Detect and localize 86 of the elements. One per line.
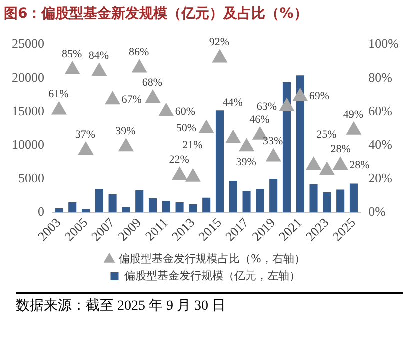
y2-tick-label: 100% [368, 36, 400, 52]
bar [323, 192, 332, 213]
point [186, 168, 201, 182]
bar [68, 202, 77, 213]
data-label: 22% [169, 154, 190, 166]
bar [95, 189, 104, 213]
bar [202, 198, 211, 213]
point [320, 162, 335, 176]
point [118, 138, 134, 152]
y2-tick-label: 40% [368, 136, 393, 152]
y-tick-label: 15000 [12, 103, 44, 118]
data-label: 92% [209, 36, 230, 49]
point [199, 120, 214, 134]
point [333, 157, 348, 170]
point [132, 60, 148, 73]
data-label: 85% [62, 48, 82, 60]
legend-label: 偏股型基金发行规模（亿元，左轴） [124, 269, 300, 282]
point [92, 63, 107, 76]
data-label: 39% [236, 156, 256, 169]
data-label: 67% [122, 94, 142, 106]
bar [216, 110, 224, 213]
bar [82, 209, 90, 213]
data-label: 25% [316, 129, 337, 142]
point [212, 50, 228, 63]
bar [148, 198, 158, 213]
point [65, 61, 80, 74]
data-label: 68% [142, 76, 163, 89]
bar [122, 207, 130, 213]
bar [189, 204, 198, 213]
data-label: 46% [250, 114, 270, 126]
point [146, 90, 160, 103]
y-tick-label: 20000 [12, 70, 44, 85]
point [158, 103, 174, 116]
bar [336, 190, 345, 213]
bar [176, 202, 184, 213]
data-label: 50% [176, 122, 197, 135]
data-label: 28% [350, 159, 370, 172]
data-label: 49% [343, 108, 364, 121]
point [292, 88, 308, 102]
x-tick-label: 2011 [142, 215, 171, 244]
bar [108, 194, 117, 213]
bar [296, 76, 304, 213]
y2-tick-label: 0% [368, 204, 386, 220]
y-tick-label: 5000 [18, 170, 44, 186]
bar [350, 184, 358, 213]
data-label: 86% [129, 46, 150, 59]
point [306, 157, 322, 170]
data-label: 33% [263, 136, 284, 148]
y2-tick-label: 80% [368, 70, 393, 85]
y2-tick-label: 60% [368, 103, 393, 118]
data-label: 84% [88, 50, 109, 62]
point [280, 98, 294, 112]
data-label: 39% [116, 126, 136, 138]
y-tick-label: 25000 [12, 36, 44, 52]
bar [136, 190, 144, 213]
y-tick-label: 0 [38, 204, 44, 220]
bar [162, 201, 170, 213]
data-label: 28% [330, 143, 351, 156]
bar [242, 191, 251, 213]
y2-tick-label: 20% [368, 170, 393, 186]
point [239, 138, 254, 152]
source-note: 数据来源：截至 2025 年 9 月 30 日 [16, 292, 403, 316]
point [172, 167, 188, 180]
data-label: 61% [48, 88, 69, 101]
point [78, 142, 94, 156]
legend-label: 偏股型基金发行规模占比（%，右轴） [119, 252, 306, 266]
bar [55, 208, 64, 213]
chart-title: 图6：偏股型基金新发规模（亿元）及占比（%） [4, 5, 308, 22]
bar [256, 189, 264, 213]
data-label: 60% [175, 106, 196, 118]
x-tick-label: 2021 [276, 215, 305, 244]
point [226, 130, 241, 144]
data-label: 44% [222, 97, 243, 110]
point [346, 122, 362, 135]
bar [229, 181, 238, 213]
data-label: 21% [182, 140, 203, 152]
data-label: 63% [256, 100, 277, 113]
bar [270, 179, 278, 213]
point [105, 92, 120, 105]
y-tick-label: 10000 [12, 136, 44, 152]
data-label: 69% [309, 90, 330, 103]
point [52, 102, 67, 115]
bar [282, 82, 291, 213]
data-label: 37% [75, 128, 96, 141]
point [266, 148, 282, 162]
bar [310, 184, 318, 213]
